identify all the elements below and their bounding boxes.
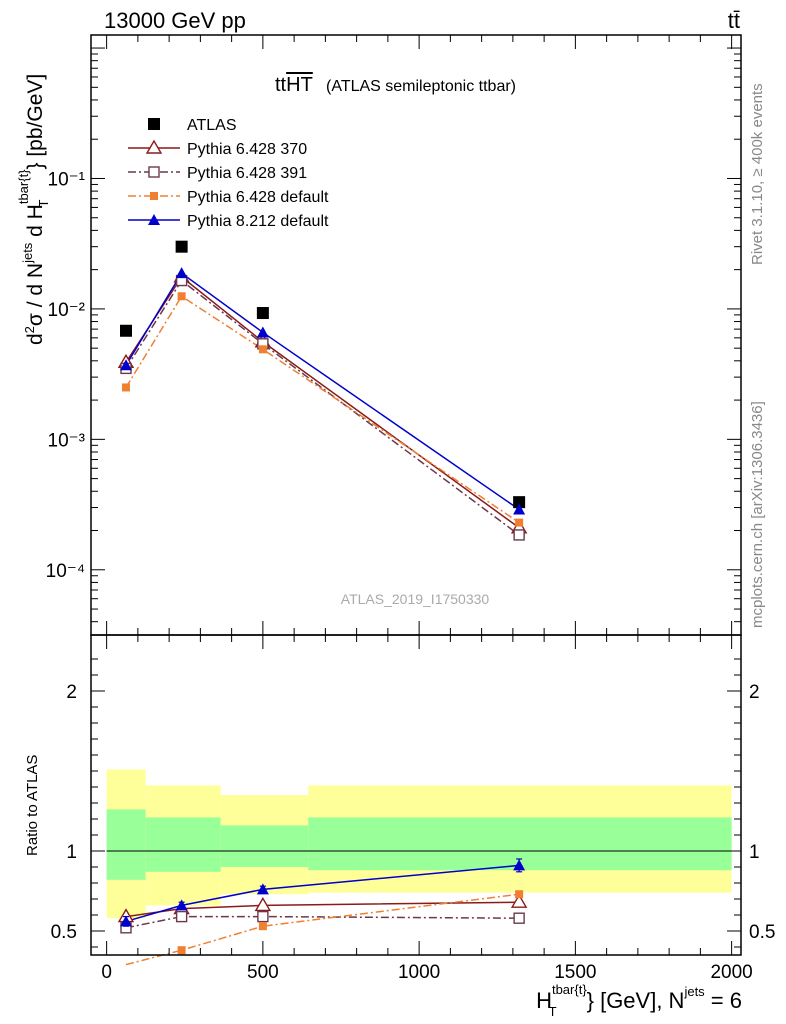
legend-item: Pythia 6.428 default <box>128 189 329 206</box>
ratio-band-inner <box>106 809 146 880</box>
legend: ATLAS Pythia 6.428 370 Pythia 6.428 391 Pyt… <box>128 117 329 230</box>
chart-subtitle: (ATLAS semileptonic ttbar) <box>326 78 516 95</box>
ratio-line-series-4 <box>125 864 520 923</box>
main-point-series-0-2 <box>256 307 269 320</box>
x-tick-label: 1500 <box>554 962 596 983</box>
y-axis-label-ratio: Ratio to ATLAS <box>24 755 41 856</box>
x-tick-label: 1000 <box>398 962 440 983</box>
main-point-series-4-0 <box>120 359 132 371</box>
energy-label: 13000 GeV pp <box>104 8 246 33</box>
ratio-point-series-3-2 <box>258 922 267 931</box>
ratio-y-tick-label-right: 0.5 <box>749 922 775 943</box>
legend-label: ATLAS <box>187 117 237 134</box>
ratio-y-tick-label-left: 1 <box>66 842 77 863</box>
ratio-point-series-1-3 <box>510 893 528 908</box>
y-axis-label-main: d2σ / d Njets d Htbar{t} T} [pb/GeV] <box>16 74 51 345</box>
chart-title-overline: HT <box>286 74 313 96</box>
rivet-label: Rivet 3.1.10, ≥ 400k events <box>749 83 766 265</box>
ratio-band-inner <box>145 817 221 872</box>
source-label: mcplots.cern.ch [arXiv:1306.3436] <box>749 401 766 628</box>
analysis-watermark: ATLAS_2019_I1750330 <box>341 591 490 607</box>
main-point-series-3-1 <box>177 292 186 301</box>
ratio-point-series-4-3 <box>513 859 526 871</box>
ratio-line-series-2 <box>125 915 520 929</box>
ratio-y-tick-label-left: 0.5 <box>51 922 77 943</box>
main-point-series-3-0 <box>122 383 130 392</box>
x-tick-label: 0 <box>101 962 112 983</box>
main-point-series-0-1 <box>175 240 188 253</box>
main-line-series-2 <box>125 279 520 536</box>
legend-label: Pythia 6.428 391 <box>187 165 307 182</box>
legend-label: Pythia 6.428 370 <box>187 141 307 158</box>
ratio-point-series-4-1 <box>175 899 188 911</box>
ratio-y-tick-label-left: 2 <box>66 682 77 703</box>
ratio-point-series-3-3 <box>515 890 524 899</box>
y-tick-label-main: 10⁻² <box>48 300 86 321</box>
chart-title-main: tt <box>275 74 287 96</box>
ratio-line-series-3 <box>125 893 520 966</box>
x-tick-label: 2000 <box>710 962 752 983</box>
legend-item: Pythia 6.428 391 <box>128 165 307 182</box>
ratio-y-tick-label-right: 2 <box>749 682 760 703</box>
ratio-point-series-2-3 <box>513 912 525 924</box>
main-line-series-4 <box>125 272 520 511</box>
legend-marker <box>145 139 163 154</box>
main-point-series-2-3 <box>513 529 525 541</box>
main-line-series-3 <box>125 295 520 524</box>
main-panel: 10⁻⁴ 10⁻³ 10⁻² 10⁻¹ ttHT (ATLAS semileptoni… <box>16 34 742 636</box>
chart-title: ttHT <box>275 74 313 96</box>
ratio-point-series-3-1 <box>177 946 186 955</box>
legend-item: Pythia 6.428 370 <box>128 139 307 158</box>
y-tick-label-main: 10⁻⁴ <box>46 561 85 582</box>
ratio-line-series-1 <box>125 901 520 918</box>
main-point-series-3-2 <box>258 345 267 354</box>
ratio-point-series-1-2 <box>254 897 272 912</box>
main-point-series-4-3 <box>513 503 526 515</box>
ratio-point-series-4-0 <box>120 915 132 927</box>
legend-item: Pythia 8.212 default <box>128 213 329 230</box>
main-point-series-4-1 <box>175 267 188 279</box>
x-axis-label: Htbar{t} T} [GeV], Njets = 6 <box>536 982 742 1019</box>
process-label: tt̄ <box>728 8 740 33</box>
x-tick-label: 500 <box>247 962 279 983</box>
main-point-series-0-0 <box>120 324 132 337</box>
ratio-point-series-4-2 <box>256 883 269 895</box>
legend-label: Pythia 6.428 default <box>187 189 329 206</box>
main-point-series-4-2 <box>256 326 269 338</box>
ratio-point-series-2-1 <box>175 910 188 923</box>
ratio-point-series-2-2 <box>257 910 269 923</box>
y-tick-label-main: 10⁻³ <box>48 430 86 451</box>
legend-marker <box>148 118 160 130</box>
legend-label: Pythia 8.212 default <box>187 213 329 230</box>
legend-marker <box>148 214 160 225</box>
legend-marker <box>148 166 160 178</box>
legend-item: ATLAS <box>148 117 237 134</box>
main-point-series-0-3 <box>513 496 526 509</box>
ratio-panel-frame <box>90 634 742 956</box>
ratio-panel: 0.5 0.5 1 1 2 2 0 500 1000 1500 2000 Ratio to ATLA… <box>24 634 775 983</box>
ratio-y-tick-label-right: 1 <box>749 842 760 863</box>
ratio-band-inner <box>220 825 309 867</box>
y-tick-label-main: 10⁻¹ <box>48 169 86 190</box>
main-point-series-3-3 <box>515 518 524 527</box>
legend-marker <box>150 192 158 200</box>
